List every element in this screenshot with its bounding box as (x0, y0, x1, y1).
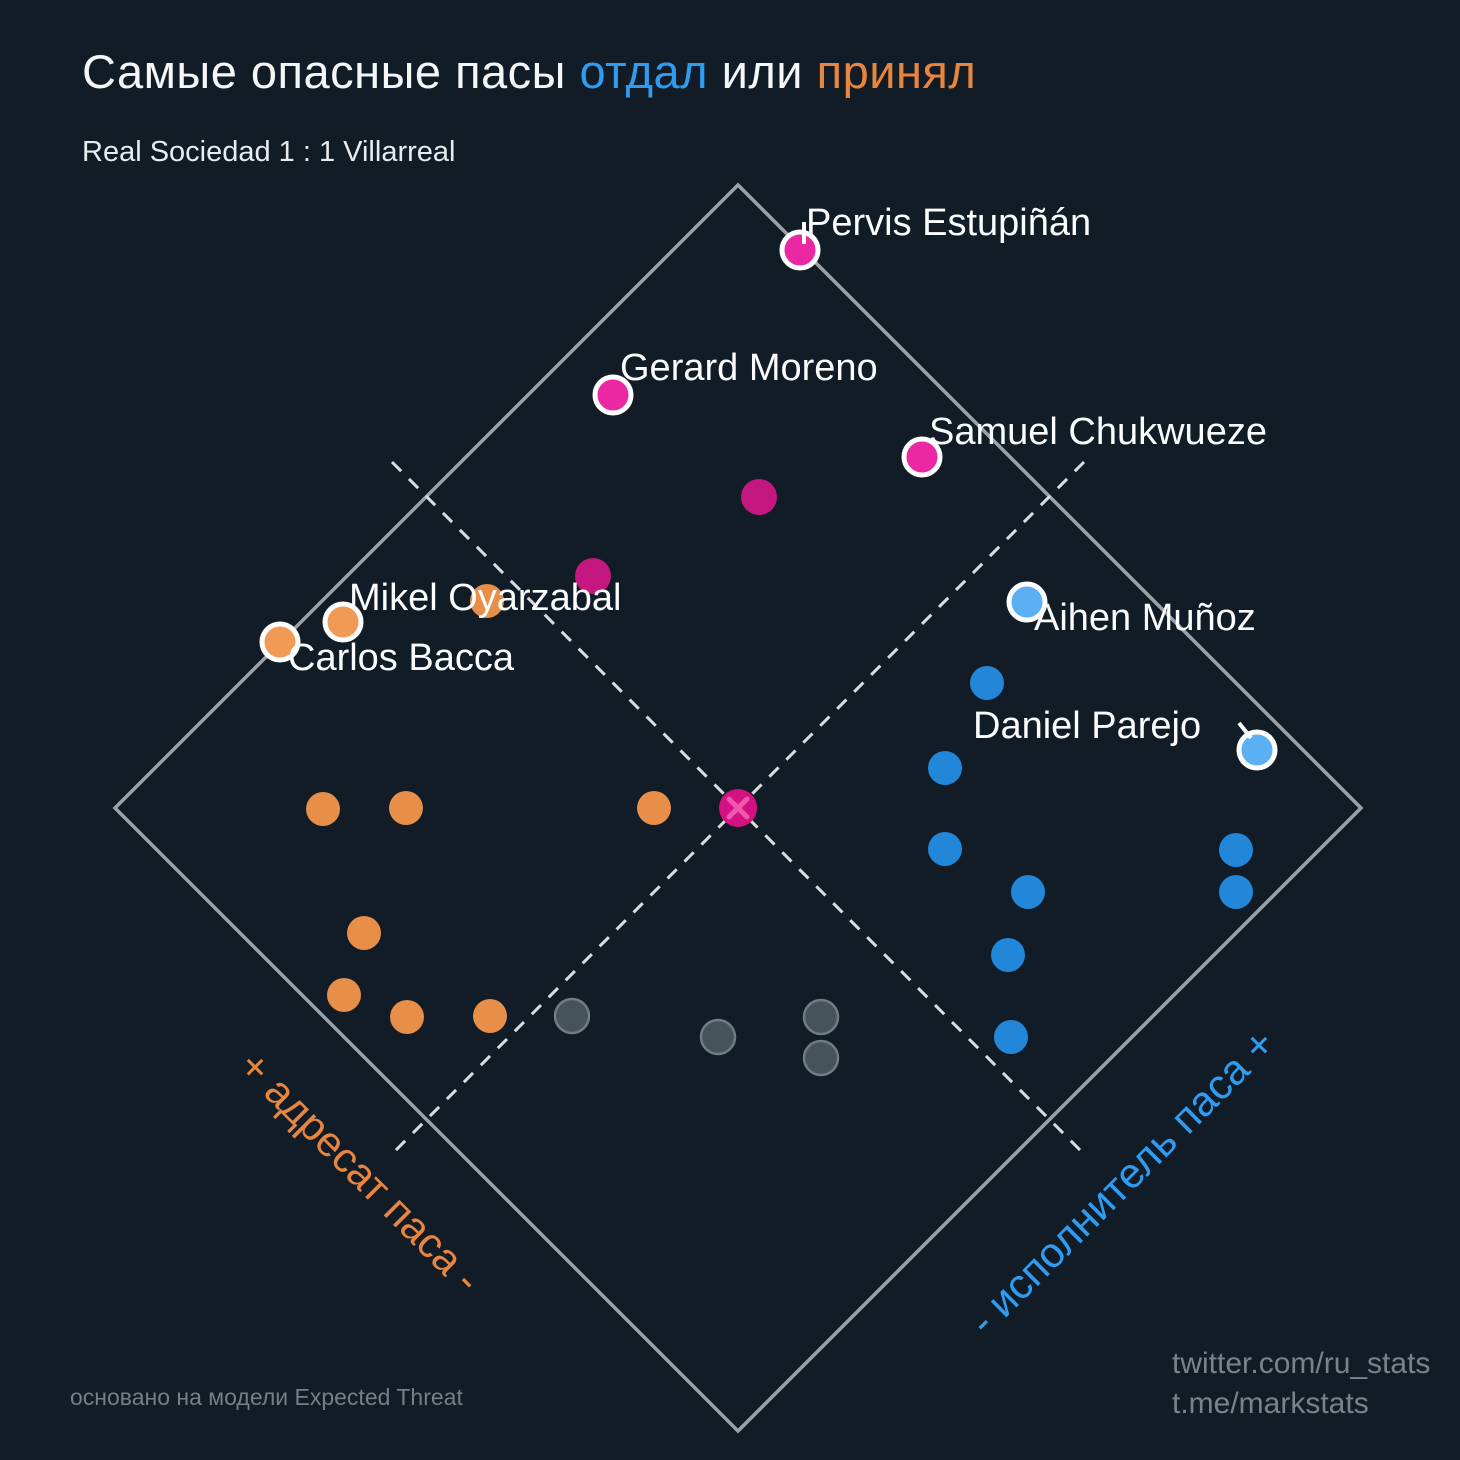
model-footnote: основано на модели Expected Threat (70, 1384, 463, 1410)
magenta-highlight-dot (592, 374, 634, 416)
blue-passer-dot (970, 666, 1004, 700)
orange-recipient-dot (389, 791, 423, 825)
gray-low-value-dot (802, 998, 840, 1036)
title-part-3: принял (816, 45, 977, 98)
blue-highlight-dot (1006, 581, 1048, 623)
player-label: Pervis Estupiñán (806, 202, 1092, 244)
magenta-hot-dot (575, 558, 611, 594)
gray-low-value-dot (553, 997, 591, 1035)
blue-passer-dot (1219, 833, 1253, 867)
player-label: Carlos Bacca (288, 637, 514, 679)
orange-recipient-dot (306, 792, 340, 826)
player-label: Aihen Muñoz (1034, 597, 1256, 639)
orange-recipient-dot (470, 584, 504, 618)
orange-recipient-dot (473, 999, 507, 1033)
credits-block: twitter.com/ru_stats t.me/markstats (1172, 1344, 1430, 1423)
title-part-0: Самые опасные пасы (82, 45, 580, 98)
title-part-1: отдал (579, 45, 709, 98)
orange-highlight-dot (259, 621, 301, 663)
gray-low-value-dot (802, 1039, 840, 1077)
orange-recipient-dot (390, 1000, 424, 1034)
gray-low-value-dot (699, 1018, 737, 1056)
blue-passer-dot (928, 751, 962, 785)
player-label: Gerard Moreno (620, 347, 878, 389)
blue-passer-dot (1011, 875, 1045, 909)
blue-passer-dot (991, 938, 1025, 972)
title-part-2: или (708, 45, 817, 98)
blue-passer-dot (994, 1020, 1028, 1054)
player-label: Mikel Oyarzabal (349, 577, 622, 619)
orange-recipient-dot (347, 916, 381, 950)
center-x-marker-stroke-1 (726, 796, 750, 820)
blue-highlight-label-leader (1237, 721, 1253, 740)
orange-recipient-dot (327, 978, 361, 1012)
blue-passer-dot (1219, 875, 1253, 909)
player-label: Samuel Chukwueze (929, 411, 1267, 453)
page-title: Самые опасные пасы отдал или принял (82, 44, 976, 99)
diamond-outline (112, 182, 1364, 1434)
orange-recipient-dot (637, 791, 671, 825)
credit-line-0: twitter.com/ru_stats (1172, 1347, 1431, 1380)
magenta-highlight-dot (779, 229, 821, 271)
credit-line-1: t.me/markstats (1172, 1386, 1369, 1420)
blue-passer-dot (928, 832, 962, 866)
blue-highlight-dot (1236, 729, 1278, 771)
match-score-subtitle: Real Sociedad 1 : 1 Villarreal (82, 136, 456, 168)
magenta-highlight-dot (901, 436, 943, 478)
orange-highlight-dot (322, 601, 364, 643)
player-label: Daniel Parejo (973, 705, 1202, 747)
magenta-hot-dot (741, 479, 777, 515)
